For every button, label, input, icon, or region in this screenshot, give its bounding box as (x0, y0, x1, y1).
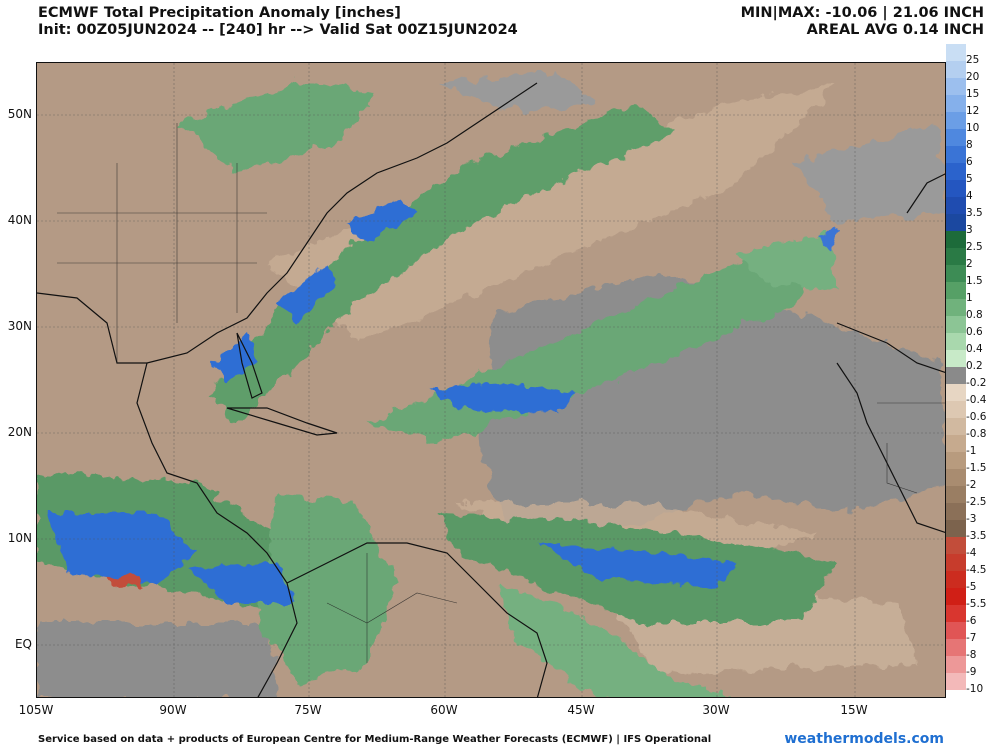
colorbar-label: -7 (966, 632, 977, 644)
colorbar-label: 2 (966, 258, 973, 270)
lon-label: 105W (18, 703, 54, 717)
colorbar-label: 3.5 (966, 207, 983, 219)
colorbar-label: -1 (966, 445, 977, 457)
colorbar-swatch (946, 180, 966, 197)
colorbar-label: -0.4 (966, 394, 987, 406)
colorbar-label: 6 (966, 156, 973, 168)
colorbar-swatch (946, 588, 966, 605)
colorbar-swatch (946, 112, 966, 129)
lat-label: 50N (7, 107, 32, 121)
colorbar-swatch (946, 605, 966, 622)
colorbar-swatch (946, 435, 966, 452)
colorbar-label: 20 (966, 71, 980, 83)
colorbar-swatch (946, 163, 966, 180)
precipitation-anomaly-map (36, 62, 946, 698)
init-valid-time: Init: 00Z05JUN2024 -- [240] hr --> Valid… (38, 22, 518, 38)
colorbar-label: -0.6 (966, 411, 987, 423)
colorbar-swatch (946, 333, 966, 350)
min-max-readout: MIN|MAX: -10.06 | 21.06 INCH (740, 5, 984, 21)
colorbar-swatch (946, 384, 966, 401)
colorbar-label: 1.5 (966, 275, 983, 287)
colorbar-label: 0.4 (966, 343, 983, 355)
colorbar-label: -3.5 (966, 530, 987, 542)
heavy-precip-cores (47, 198, 837, 603)
colorbar-label: 10 (966, 122, 980, 134)
colorbar-label: -10 (966, 683, 984, 695)
colorbar-swatch (946, 571, 966, 588)
colorbar-label: 1 (966, 292, 973, 304)
data-credit: Service based on data + products of Euro… (38, 734, 712, 745)
lon-label: 30W (702, 703, 730, 717)
colorbar-label: 0.8 (966, 309, 983, 321)
colorbar-swatch (946, 503, 966, 520)
areal-average-readout: AREAL AVG 0.14 INCH (806, 22, 984, 38)
lat-label: 10N (7, 531, 32, 545)
colorbar-label: 2.5 (966, 241, 983, 253)
lat-label: EQ (14, 637, 32, 651)
colorbar-label: 25 (966, 54, 980, 66)
lon-label: 15W (840, 703, 868, 717)
lon-label: 75W (294, 703, 322, 717)
colorbar-swatch (946, 452, 966, 469)
lat-label: 20N (7, 425, 32, 439)
colorbar-swatch (946, 639, 966, 656)
colorbar-swatch (946, 520, 966, 537)
lat-label: 30N (7, 319, 32, 333)
lon-label: 90W (159, 703, 187, 717)
colorbar-swatch (946, 673, 966, 690)
colorbar-label: 8 (966, 139, 973, 151)
colorbar-label: -5 (966, 581, 977, 593)
colorbar-label: 0.6 (966, 326, 983, 338)
colorbar-label: -0.8 (966, 428, 987, 440)
colorbar-swatch (946, 95, 966, 112)
colorbar-swatch (946, 129, 966, 146)
colorbar-swatch (946, 537, 966, 554)
colorbar-swatch (946, 146, 966, 163)
borders (57, 123, 945, 663)
colorbar-label: 4 (966, 190, 973, 202)
map-title: ECMWF Total Precipitation Anomaly [inche… (38, 5, 401, 21)
colorbar-label: 12 (966, 105, 980, 117)
colorbar-label: 0.2 (966, 360, 983, 372)
colorbar-label: -2 (966, 479, 977, 491)
colorbar-label: -8 (966, 649, 977, 661)
colorbar-label: -1.5 (966, 462, 987, 474)
colorbar-label: 15 (966, 88, 980, 100)
colorbar-label: -2.5 (966, 496, 987, 508)
colorbar-swatch (946, 401, 966, 418)
colorbar-swatch (946, 44, 966, 61)
colorbar-swatch (946, 350, 966, 367)
colorbar-swatch (946, 418, 966, 435)
watermark-link[interactable]: weathermodels.com (784, 731, 944, 747)
colorbar-swatch (946, 282, 966, 299)
colorbar-swatch (946, 656, 966, 673)
colorbar-swatch (946, 367, 966, 384)
colorbar-swatch (946, 78, 966, 95)
lon-label: 45W (567, 703, 595, 717)
colorbar-label: -9 (966, 666, 977, 678)
colorbar-swatch (946, 214, 966, 231)
colorbar-swatch (946, 469, 966, 486)
colorbar-swatch (946, 265, 966, 282)
colorbar-swatch (946, 231, 966, 248)
colorbar-label: 3 (966, 224, 973, 236)
colorbar-label: -4 (966, 547, 977, 559)
colorbar-swatch (946, 197, 966, 214)
colorbar-swatch (946, 316, 966, 333)
colorbar-swatch (946, 622, 966, 639)
colorbar-label: 5 (966, 173, 973, 185)
colorbar-swatch (946, 486, 966, 503)
colorbar-swatch (946, 61, 966, 78)
colorbar-swatch (946, 299, 966, 316)
colorbar-label: -5.5 (966, 598, 987, 610)
lon-label: 60W (430, 703, 458, 717)
colorbar-swatch (946, 248, 966, 265)
colorbar-label: -3 (966, 513, 977, 525)
colorbar-label: -0.2 (966, 377, 987, 389)
lat-label: 40N (7, 213, 32, 227)
colorbar-label: -4.5 (966, 564, 987, 576)
strong-deficit-patch (107, 575, 141, 587)
colorbar-swatch (946, 554, 966, 571)
colorbar-label: -6 (966, 615, 977, 627)
